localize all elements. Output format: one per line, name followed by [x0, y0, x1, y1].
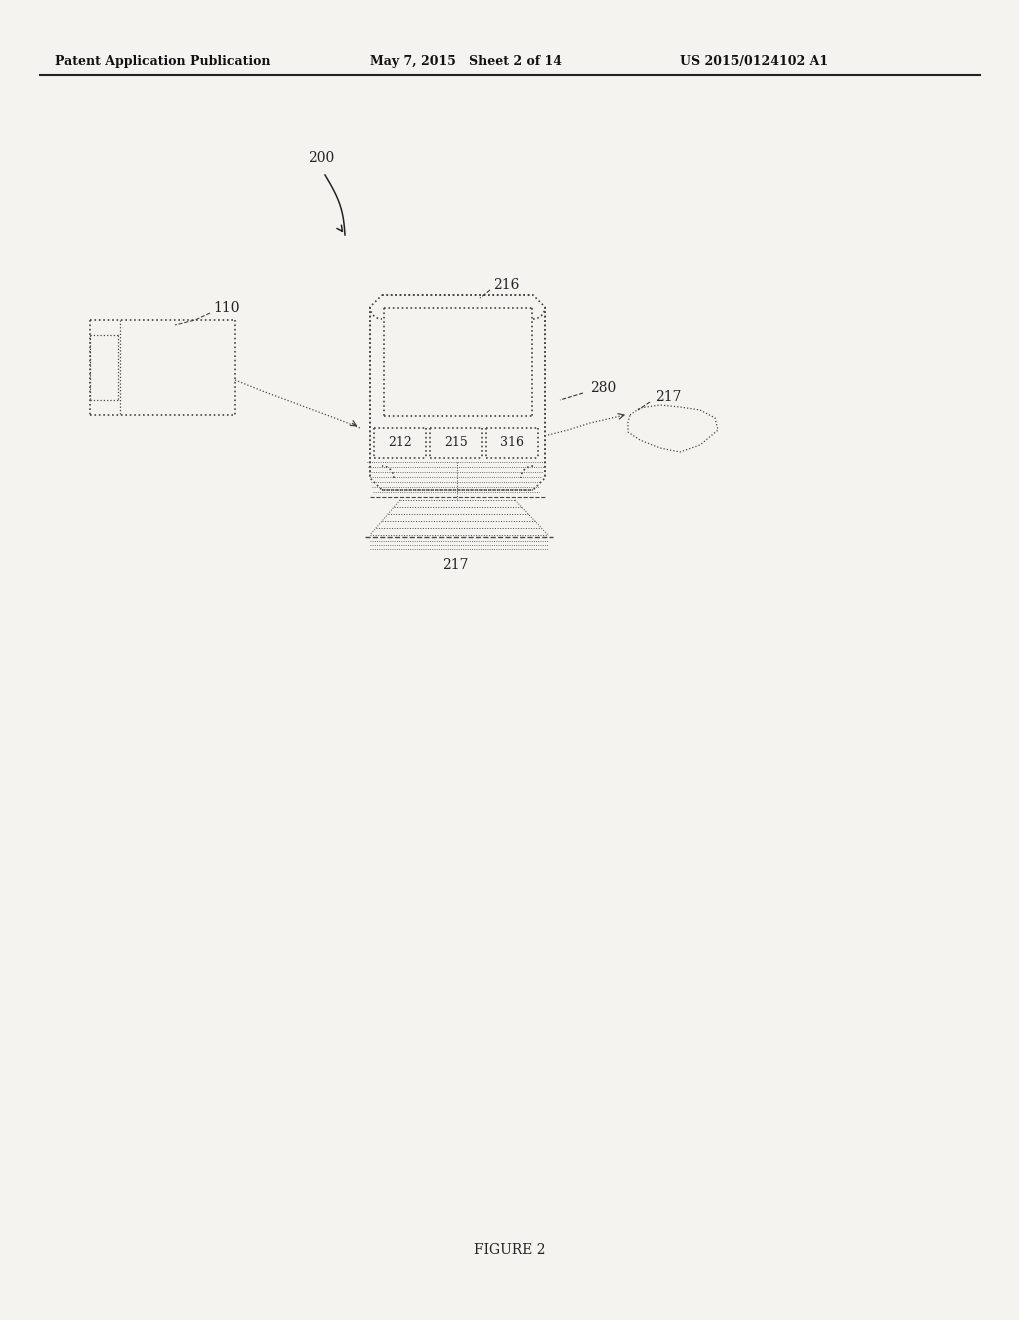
Text: 217: 217	[441, 558, 468, 572]
Text: 212: 212	[388, 437, 412, 450]
Text: May 7, 2015   Sheet 2 of 14: May 7, 2015 Sheet 2 of 14	[370, 55, 561, 69]
Text: US 2015/0124102 A1: US 2015/0124102 A1	[680, 55, 827, 69]
Text: 217: 217	[654, 389, 681, 404]
Text: 215: 215	[443, 437, 468, 450]
Text: 216: 216	[492, 279, 519, 292]
Text: 200: 200	[308, 150, 334, 165]
Text: FIGURE 2: FIGURE 2	[474, 1243, 545, 1257]
Text: 110: 110	[213, 301, 239, 315]
Text: 280: 280	[589, 381, 615, 395]
Text: 316: 316	[499, 437, 524, 450]
Text: Patent Application Publication: Patent Application Publication	[55, 55, 270, 69]
